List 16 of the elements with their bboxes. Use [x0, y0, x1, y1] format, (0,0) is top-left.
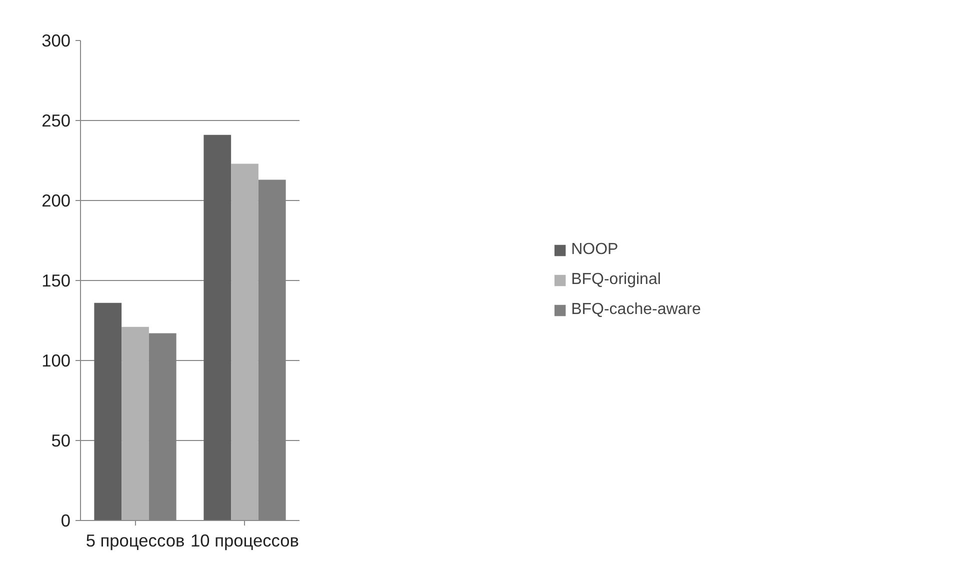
legend-label: BFQ-original	[571, 271, 661, 289]
bar	[122, 326, 149, 520]
legend-label: NOOP	[571, 241, 618, 259]
x-tick-label: 10 процессов	[190, 530, 299, 550]
y-tick-label: 100	[42, 350, 71, 370]
bar	[231, 164, 258, 520]
bar	[94, 302, 122, 520]
y-tick-label: 250	[42, 110, 71, 130]
bar	[204, 134, 232, 520]
y-tick-label: 0	[60, 510, 71, 530]
y-tick-label: 300	[42, 30, 71, 50]
legend-label: BFQ-cache-aware	[571, 301, 701, 319]
x-tick-label: 5 процессов	[86, 530, 185, 550]
y-tick-label: 150	[42, 270, 71, 290]
y-tick-label: 200	[42, 190, 71, 210]
y-tick-label: 50	[51, 430, 71, 450]
